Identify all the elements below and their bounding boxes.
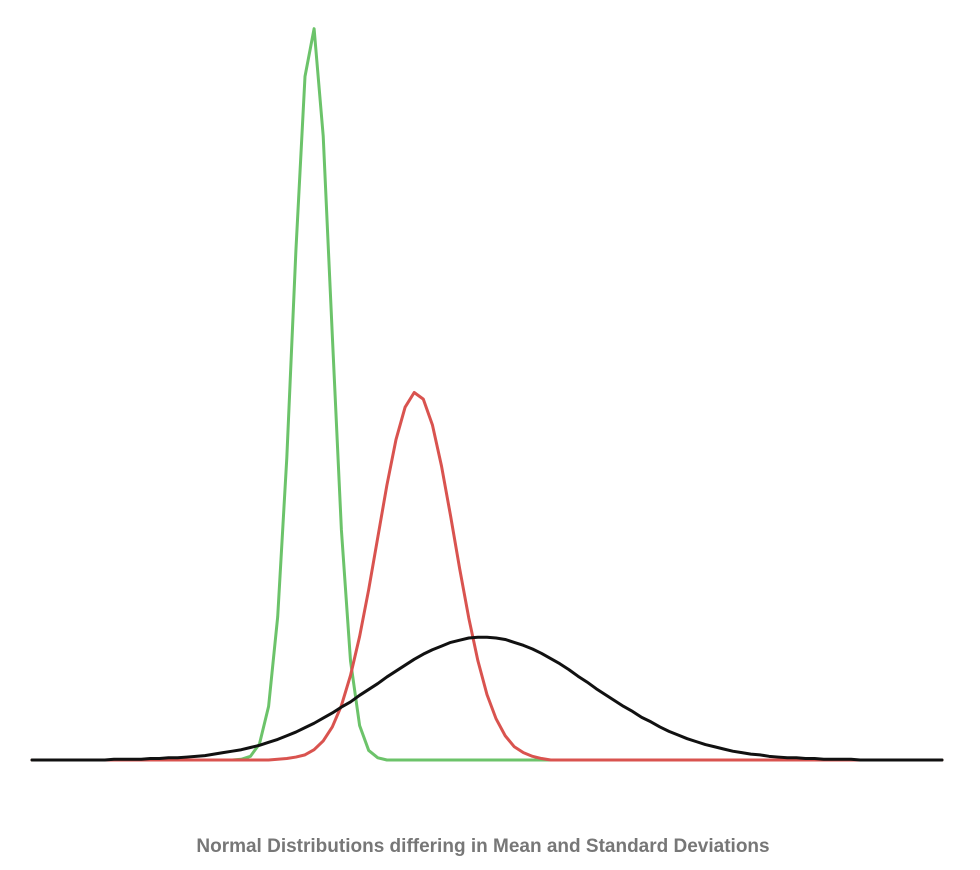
chart-caption: Normal Distributions differing in Mean a… <box>196 836 769 857</box>
distribution-curve <box>30 391 944 762</box>
distribution-curve <box>30 635 944 762</box>
distribution-curve <box>30 27 944 762</box>
